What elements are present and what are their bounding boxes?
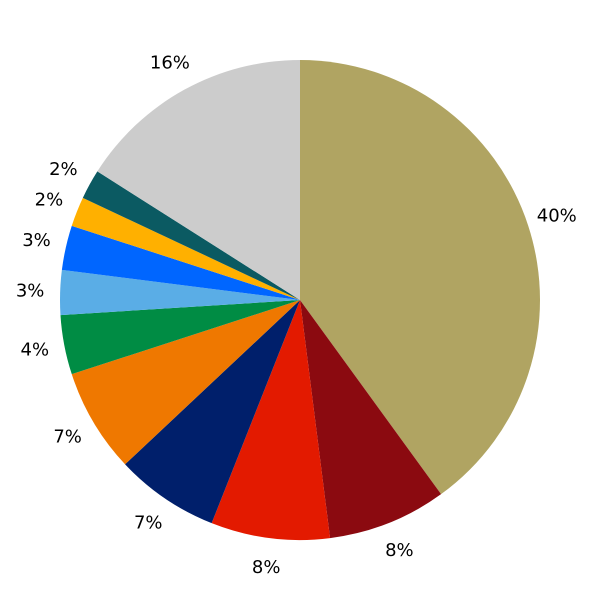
slice-label: 7% [53, 426, 82, 447]
pie-slice [71, 300, 301, 465]
slice-label: 3% [22, 230, 51, 251]
slice-label: 3% [16, 281, 45, 302]
pie-slice [59, 269, 300, 316]
pie-slice [300, 60, 541, 495]
slice-label: 2% [49, 159, 78, 180]
slice-label: 4% [21, 340, 50, 361]
slice-label: 2% [35, 190, 64, 211]
slice-label: 7% [134, 512, 163, 533]
pie-slice [60, 300, 300, 375]
pie-slice [125, 300, 300, 524]
pie-slice [82, 171, 300, 300]
slice-label: 16% [150, 52, 190, 73]
slice-label: 8% [385, 540, 414, 561]
slice-label: 40% [537, 206, 577, 227]
pie-slice [71, 197, 301, 300]
pie-slice [300, 300, 442, 539]
slice-label: 8% [252, 557, 281, 578]
pie-slice [211, 300, 331, 540]
pie-slice [61, 225, 300, 300]
pie-slice [97, 60, 300, 300]
